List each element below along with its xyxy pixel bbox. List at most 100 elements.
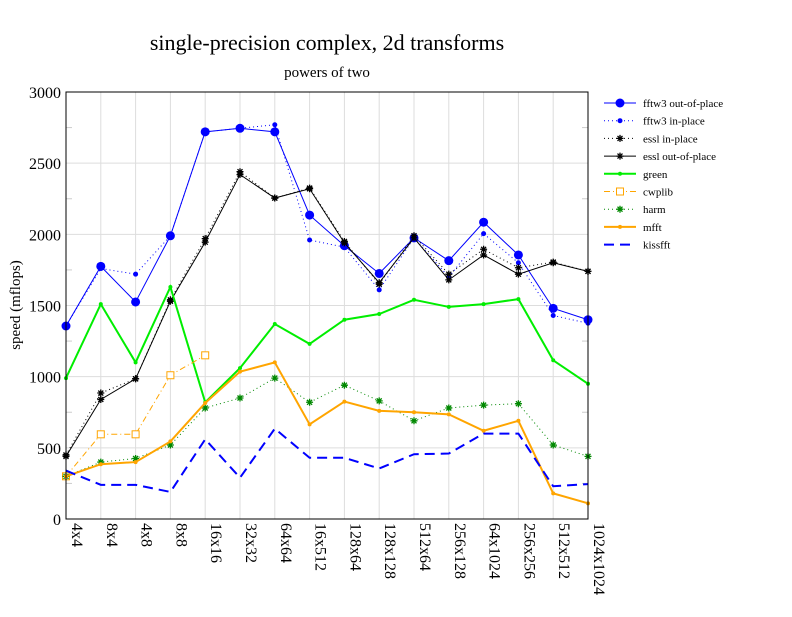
data-point xyxy=(340,239,348,247)
series-essl-in-place xyxy=(62,168,592,459)
data-point xyxy=(412,410,416,415)
data-point xyxy=(340,381,348,389)
data-point xyxy=(97,395,105,403)
data-point xyxy=(167,233,173,239)
data-point xyxy=(342,317,347,322)
data-point xyxy=(96,430,105,439)
series-line xyxy=(65,377,589,477)
data-point xyxy=(201,404,209,412)
x-tick-label: 16x512 xyxy=(312,523,329,571)
series-essl-out-of-place xyxy=(62,171,592,460)
x-tick-label: 1024x1024 xyxy=(590,523,607,595)
data-point xyxy=(410,417,418,425)
legend-item: cwplib xyxy=(604,187,673,199)
y-tick-label: 500 xyxy=(37,441,61,458)
data-point xyxy=(412,297,416,302)
data-point xyxy=(133,460,138,465)
data-point xyxy=(480,401,488,409)
data-point xyxy=(201,235,209,243)
data-point xyxy=(515,260,521,266)
data-point xyxy=(481,302,486,307)
series-line xyxy=(65,173,589,457)
data-point xyxy=(548,303,558,313)
data-point xyxy=(131,430,140,439)
data-point xyxy=(445,404,453,412)
legend-label: fftw3 out-of-place xyxy=(643,98,723,110)
legend-label: fftw3 in-place xyxy=(643,116,705,128)
data-point xyxy=(516,418,521,423)
data-point xyxy=(238,369,242,374)
data-point xyxy=(444,256,454,266)
legend-item: kissfft xyxy=(604,240,670,252)
data-point xyxy=(168,284,173,289)
y-tick-label: 1500 xyxy=(29,299,61,316)
data-point xyxy=(237,125,243,131)
legend-label: kissfft xyxy=(643,240,670,252)
x-tick-label: 8x8 xyxy=(172,523,189,547)
x-tick-label: 4x8 xyxy=(138,523,155,547)
legend-item: mfft xyxy=(604,222,662,234)
series-line xyxy=(65,284,589,405)
data-point xyxy=(201,238,209,246)
legend-item: essl out-of-place xyxy=(604,151,716,163)
legend-item: fftw3 in-place xyxy=(604,116,705,128)
data-point xyxy=(375,279,383,287)
data-point xyxy=(549,441,557,449)
data-point xyxy=(615,98,625,108)
data-point xyxy=(481,231,487,237)
series-fftw3-in-place xyxy=(63,122,591,329)
data-point xyxy=(618,171,622,176)
legend-item: essl in-place xyxy=(604,133,698,145)
data-point xyxy=(549,259,557,267)
data-point xyxy=(376,287,382,293)
data-point xyxy=(305,210,315,220)
y-tick-label: 3000 xyxy=(29,85,61,102)
series-line xyxy=(65,427,589,494)
legend-label: essl in-place xyxy=(643,133,698,145)
data-point xyxy=(272,122,278,128)
data-point xyxy=(133,360,138,365)
data-point xyxy=(480,251,488,259)
x-tick-label: 256x256 xyxy=(520,523,537,579)
data-point xyxy=(514,270,522,278)
data-point xyxy=(377,312,382,317)
legend-label: green xyxy=(643,169,668,181)
x-tick-label: 4x4 xyxy=(68,523,85,547)
data-point xyxy=(133,271,139,277)
x-tick-label: 512x512 xyxy=(555,523,572,579)
data-point xyxy=(271,194,279,202)
series-kissfft xyxy=(65,427,589,494)
series-line xyxy=(65,170,589,456)
data-point xyxy=(550,312,556,318)
legend-label: mfft xyxy=(643,222,662,234)
data-point xyxy=(98,462,103,467)
y-tick-label: 1000 xyxy=(29,370,61,387)
legend-label: harm xyxy=(643,204,666,216)
x-tick-label: 256x128 xyxy=(451,523,468,579)
data-point xyxy=(307,341,312,346)
data-point xyxy=(551,491,556,496)
series-mfft xyxy=(64,360,590,506)
data-point xyxy=(551,358,556,363)
x-tick-label: 128x64 xyxy=(346,523,363,571)
data-point xyxy=(270,127,280,137)
series-line xyxy=(65,124,589,327)
data-point xyxy=(446,412,451,417)
data-point xyxy=(377,408,382,413)
data-point xyxy=(306,398,314,406)
y-axis-label: speed (mflops) xyxy=(8,260,24,350)
data-point xyxy=(97,458,105,466)
data-point xyxy=(445,270,453,278)
data-point xyxy=(202,129,208,135)
data-point xyxy=(446,304,451,309)
legend-label: essl out-of-place xyxy=(643,151,716,163)
data-point xyxy=(616,134,624,142)
data-point xyxy=(203,400,208,405)
data-point xyxy=(513,250,523,260)
data-point xyxy=(342,399,347,404)
data-point xyxy=(166,441,174,449)
data-point xyxy=(132,455,140,463)
data-point xyxy=(131,297,141,307)
